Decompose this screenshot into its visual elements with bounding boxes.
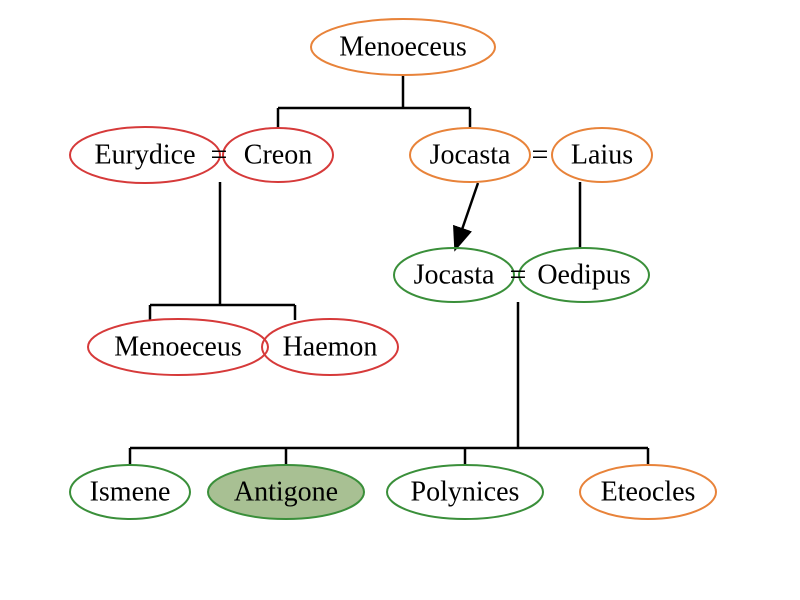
node-label: Menoeceus <box>339 31 467 62</box>
tree-nodes: Menoeceus Eurydice Creon Jocasta Laius Jocast… <box>70 19 716 519</box>
node-oedipus: Oedipus <box>519 248 649 302</box>
node-menoeceus2: Menoeceus <box>88 319 268 375</box>
node-label: Laius <box>571 139 633 170</box>
node-antigone: Antigone <box>208 465 364 519</box>
node-label: Jocasta <box>430 139 511 170</box>
node-label: Menoeceus <box>114 331 242 362</box>
jocasta-arrow <box>456 183 478 247</box>
node-jocasta1: Jocasta <box>410 128 530 182</box>
node-eteocles: Eteocles <box>580 465 716 519</box>
node-jocasta2: Jocasta <box>394 248 514 302</box>
node-menoeceus1: Menoeceus <box>311 19 495 75</box>
equals-sign: = <box>532 138 549 171</box>
equals-sign: = <box>211 138 228 171</box>
node-label: Polynices <box>411 476 520 507</box>
node-haemon: Haemon <box>262 319 398 375</box>
node-label: Antigone <box>234 476 338 507</box>
node-label: Oedipus <box>537 259 630 290</box>
node-label: Haemon <box>283 331 378 362</box>
node-creon: Creon <box>223 128 333 182</box>
family-tree-diagram: Menoeceus Eurydice Creon Jocasta Laius Jocast… <box>0 0 800 600</box>
node-eurydice: Eurydice <box>70 127 220 183</box>
node-polynices: Polynices <box>387 465 543 519</box>
node-label: Eteocles <box>601 476 696 507</box>
node-label: Creon <box>244 139 312 170</box>
node-label: Eurydice <box>94 139 195 170</box>
equals-sign: = <box>510 258 527 291</box>
node-label: Ismene <box>90 476 171 507</box>
arrow-line <box>456 183 478 247</box>
node-laius: Laius <box>552 128 652 182</box>
node-label: Jocasta <box>414 259 495 290</box>
node-ismene: Ismene <box>70 465 190 519</box>
